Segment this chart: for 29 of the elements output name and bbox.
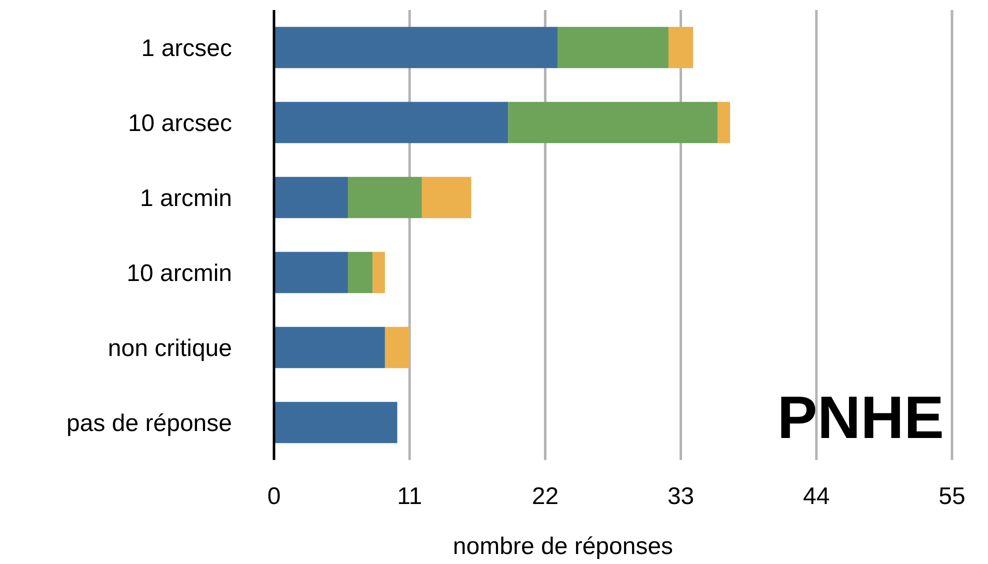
x-tick-label: 22 (532, 483, 559, 510)
y-tick-label: 1 arcmin (140, 184, 232, 212)
y-tick-label: 10 arcmin (126, 260, 232, 287)
x-tick-label: 33 (667, 483, 694, 510)
y-tick-label: 10 arcsec (128, 110, 232, 137)
y-tick-label: 1 arcsec (141, 34, 232, 62)
bar (668, 26, 694, 68)
bar (384, 326, 410, 368)
x-tick-label: 44 (803, 483, 830, 510)
x-tick-label: 0 (267, 483, 281, 510)
annotation: PNHE (777, 384, 944, 451)
bar (274, 176, 348, 218)
bar (274, 26, 558, 68)
x-tick-label: 11 (397, 483, 422, 510)
bar (372, 252, 385, 294)
bar (274, 252, 348, 294)
bar (558, 26, 668, 68)
y-tick-label: pas de réponse (66, 410, 232, 437)
bar (274, 102, 508, 144)
bar (422, 176, 472, 218)
bar (718, 102, 730, 144)
bar (274, 326, 385, 368)
bar (274, 402, 398, 444)
x-tick-label: 55 (938, 483, 966, 510)
bar (348, 252, 373, 294)
bar (508, 102, 718, 144)
y-tick-label: non critique (108, 334, 232, 362)
bar (348, 176, 422, 218)
x-axis-title: nombre de réponses (452, 533, 674, 560)
